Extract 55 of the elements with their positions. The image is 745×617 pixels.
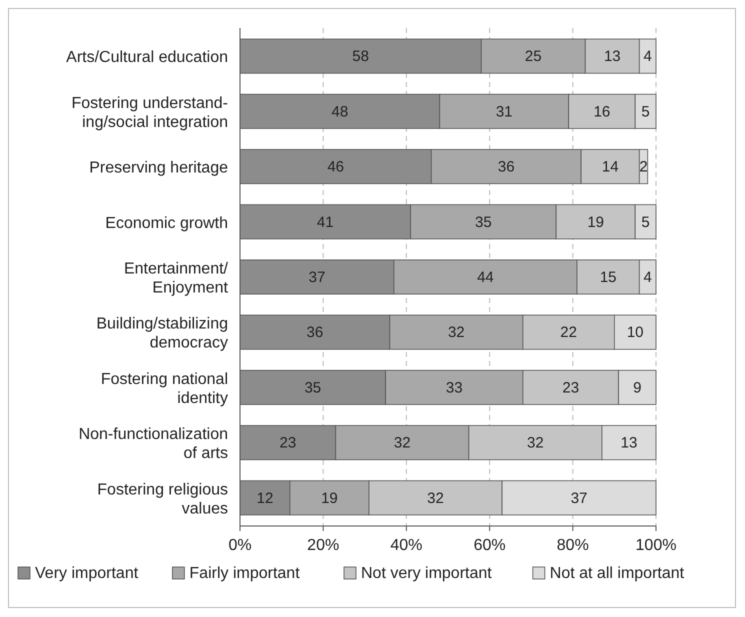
data-label: 37 xyxy=(308,269,326,286)
data-label: 32 xyxy=(527,434,544,452)
data-label: 32 xyxy=(448,324,465,342)
y-tick-label: Fostering national identity xyxy=(100,370,228,407)
data-label: 31 xyxy=(496,103,513,120)
data-label: 23 xyxy=(562,379,580,396)
data-label: 36 xyxy=(306,324,324,342)
data-label: 33 xyxy=(446,379,463,396)
y-tick-label: Preserving heritage xyxy=(89,160,228,177)
x-tick-label: 100% xyxy=(636,537,676,554)
data-label: 4 xyxy=(644,48,652,66)
data-label: 48 xyxy=(331,103,348,120)
y-tick-label: Fostering understand- ing/social integration xyxy=(71,94,228,131)
data-label: 12 xyxy=(256,490,274,507)
data-label: 44 xyxy=(477,269,494,286)
data-label: 58 xyxy=(352,48,369,66)
legend-label: Not at all important xyxy=(550,565,685,582)
y-tick-label: Economic growth xyxy=(105,214,228,232)
legend-label: Not very important xyxy=(361,565,492,582)
data-label: 22 xyxy=(560,324,577,342)
data-label: 23 xyxy=(279,434,296,452)
data-label: 2 xyxy=(639,158,648,176)
x-tick-label: 0% xyxy=(228,537,252,554)
data-label: 46 xyxy=(327,158,344,176)
y-tick-label: Non-functionalization of arts xyxy=(78,426,228,462)
data-label: 10 xyxy=(626,324,644,342)
data-label: 4 xyxy=(644,269,652,286)
y-tick-label: Building/stabilizing democracy xyxy=(96,316,228,352)
data-label: 15 xyxy=(600,269,617,286)
y-tick-label: Arts/Cultural education xyxy=(66,49,228,66)
data-label: 32 xyxy=(427,490,444,507)
x-tick-label: 40% xyxy=(390,537,422,554)
y-tick-label: Entertainment/ Enjoyment xyxy=(124,260,229,296)
x-tick-label: 20% xyxy=(307,537,340,554)
data-label: 19 xyxy=(321,490,338,507)
data-label: 14 xyxy=(602,158,619,176)
legend-label: Very important xyxy=(35,565,139,582)
data-label: 35 xyxy=(304,379,322,396)
data-label: 5 xyxy=(641,214,650,231)
data-label: 25 xyxy=(524,48,542,66)
data-label: 5 xyxy=(641,103,650,120)
y-tick-label: Fostering religious values xyxy=(97,481,228,518)
data-label: 16 xyxy=(594,103,610,120)
legend-label: Fairly important xyxy=(189,565,300,582)
data-label: 35 xyxy=(475,214,492,231)
x-tick-label: 80% xyxy=(556,537,589,554)
data-label: 13 xyxy=(620,434,638,452)
data-label: 36 xyxy=(498,158,515,176)
data-label: 37 xyxy=(570,490,588,507)
data-label: 13 xyxy=(604,48,621,66)
data-label: 19 xyxy=(587,214,604,231)
x-tick-label: 60% xyxy=(474,537,506,554)
data-label: 41 xyxy=(316,214,334,231)
data-label: 9 xyxy=(633,379,642,396)
data-label: 32 xyxy=(394,434,411,452)
